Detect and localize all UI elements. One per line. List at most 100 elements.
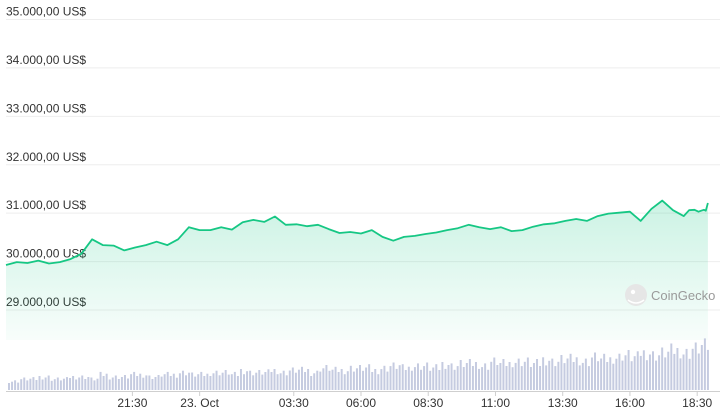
volume-bar <box>700 345 703 390</box>
volume-bar <box>163 374 166 390</box>
volume-bar <box>490 361 493 390</box>
volume-bar <box>160 376 163 390</box>
volume-bar <box>435 364 438 390</box>
volume-bar <box>102 376 105 390</box>
volume-bar <box>450 363 453 390</box>
volume-bar <box>587 366 590 390</box>
volume-bar <box>459 360 462 390</box>
volume-bar <box>90 377 93 390</box>
x-tick-label: 03:30 <box>279 396 309 410</box>
x-tick-label: 06:00 <box>346 396 376 410</box>
volume-bar <box>392 362 395 390</box>
volume-bar <box>270 372 273 390</box>
volume-bar <box>243 374 245 390</box>
volume-bar <box>383 365 386 390</box>
volume-bar <box>239 369 242 390</box>
volume-bar <box>200 371 203 390</box>
volume-bar <box>288 370 291 390</box>
volume-bar <box>108 379 111 390</box>
volume-bar <box>84 379 87 390</box>
volume-bar <box>624 355 627 390</box>
x-tick-label: 23. Oct <box>180 396 219 410</box>
volume-bar <box>560 355 563 390</box>
volume-bar <box>395 368 398 390</box>
volume-bar <box>331 369 334 390</box>
volume-bar <box>474 362 477 390</box>
volume-bar <box>499 363 502 390</box>
volume-bar <box>566 358 569 390</box>
volume-bar <box>413 367 416 390</box>
x-tick-label: 16:00 <box>615 396 645 410</box>
price-area <box>6 200 708 340</box>
volume-bar <box>8 383 10 390</box>
volume-bar <box>594 352 596 390</box>
volume-bar <box>563 363 566 390</box>
volume-bar <box>282 370 285 390</box>
volume-bar <box>615 358 618 390</box>
volume-bar <box>47 375 50 390</box>
volume-bar <box>481 367 484 390</box>
volume-bar <box>462 367 465 390</box>
volume-bar <box>328 370 331 390</box>
x-axis-ticks: 21:30 23. Oct 03:30 06:00 08:30 11:00 13:30 16:… <box>117 391 713 410</box>
x-tick-label: 21:30 <box>117 396 147 410</box>
watermark-text: CoinGecko <box>651 288 715 303</box>
volume-bar <box>590 357 593 390</box>
volume-bar <box>551 358 554 390</box>
volume-bar <box>362 370 365 390</box>
volume-bar <box>447 365 450 390</box>
volume-bar <box>410 370 413 390</box>
volume-bar <box>11 381 14 390</box>
volume-bar <box>581 362 584 390</box>
volume-bar <box>426 362 429 390</box>
y-tick-label: 33.000,00 US$ <box>6 101 86 115</box>
volume-bar <box>380 369 383 390</box>
volume-bar <box>246 371 249 390</box>
volume-bar <box>612 363 615 390</box>
volume-bar <box>255 372 258 390</box>
volume-bar <box>667 351 670 390</box>
volume-bar <box>526 357 529 390</box>
volume-bar <box>389 366 392 390</box>
volume-bar <box>658 355 661 390</box>
volume-bar <box>444 368 447 390</box>
volume-bar <box>130 374 133 390</box>
volume-bar <box>249 370 252 390</box>
volume-bar <box>304 372 307 390</box>
volume-bar <box>310 376 313 390</box>
volume-bar <box>185 375 188 390</box>
volume-bar <box>606 362 609 390</box>
volume-bar <box>355 368 358 390</box>
volume-bar <box>569 353 572 390</box>
volume-bar <box>175 377 178 390</box>
volume-bar <box>41 379 44 390</box>
volume-bar <box>65 377 68 390</box>
volume-bar <box>456 366 459 390</box>
volume-bar <box>334 366 337 390</box>
volume-bar <box>99 371 102 390</box>
volume-bar <box>673 353 676 390</box>
volume-bar <box>548 360 551 390</box>
volume-bar <box>630 361 633 390</box>
volume-bar <box>349 365 352 390</box>
volume-bar <box>554 366 557 390</box>
volume-bars <box>8 338 709 390</box>
x-tick-label: 13:30 <box>548 396 578 410</box>
volume-bar <box>322 368 325 390</box>
volume-bar <box>114 375 117 390</box>
volume-bar <box>365 367 368 390</box>
volume-bar <box>691 348 694 390</box>
volume-bar <box>258 370 261 390</box>
volume-bar <box>154 377 157 390</box>
volume-bar <box>59 380 62 390</box>
volume-bar <box>618 353 621 390</box>
volume-bar <box>69 378 72 390</box>
volume-bar <box>676 348 679 390</box>
volume-bar <box>169 376 172 390</box>
volume-bar <box>151 379 154 390</box>
y-tick-label: 32.000,00 US$ <box>6 150 86 164</box>
volume-bar <box>273 369 276 390</box>
volume-bar <box>636 351 639 390</box>
volume-bar <box>645 360 648 390</box>
y-tick-label: 31.000,00 US$ <box>6 198 86 212</box>
